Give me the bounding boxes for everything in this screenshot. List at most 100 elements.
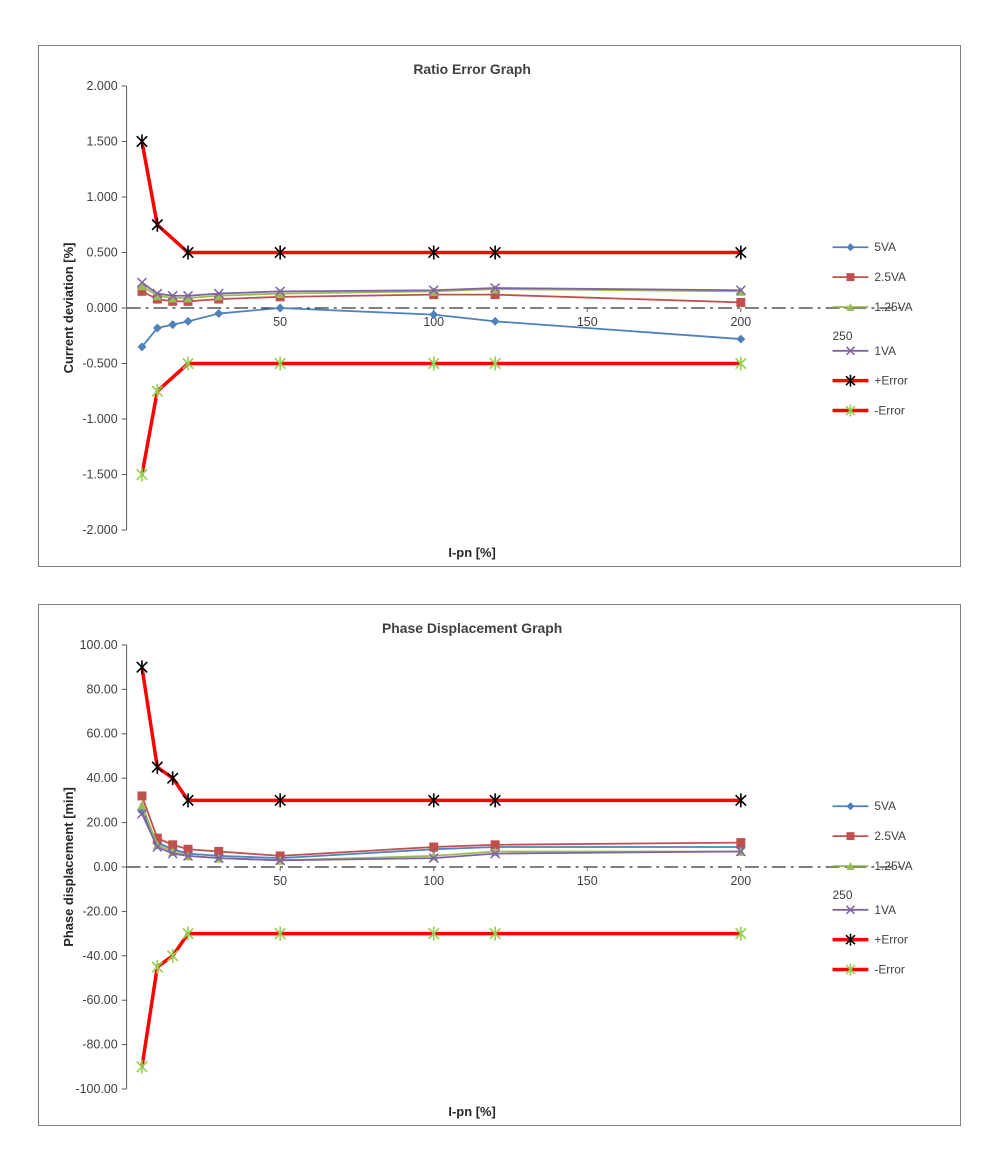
marker-+Error — [136, 660, 148, 675]
y-tick-label: -20.00 — [82, 904, 117, 918]
legend-marker-2.5VA — [846, 832, 855, 841]
marker-+Error — [427, 245, 440, 260]
marker--Error — [274, 356, 286, 371]
marker-2.5VA — [137, 286, 147, 296]
marker-1.25VA — [137, 281, 147, 291]
marker--Error — [151, 384, 164, 399]
marker-2.5VA — [137, 791, 147, 801]
legend-label: 5VA — [874, 799, 896, 813]
y-tick-label: 2.000 — [87, 79, 118, 93]
marker--Error — [182, 926, 194, 941]
marker-2.5VA — [736, 297, 746, 307]
y-tick-label: -80.00 — [82, 1038, 117, 1052]
marker-1VA — [428, 853, 439, 864]
legend-marker--Error — [845, 963, 856, 976]
legend-marker-1.25VA — [846, 862, 855, 870]
marker-+Error — [489, 245, 501, 260]
x-axis-title: I-pn [%] — [448, 545, 495, 560]
marker-1.25VA — [490, 284, 500, 294]
marker--Error — [427, 926, 440, 941]
marker-+Error — [735, 793, 747, 808]
ratio-error-chart: 2.000 1.500 1.000 0.500 0.000 -0.500 -1.000 -1.… — [38, 45, 961, 567]
x-tick-label: 100 — [423, 874, 444, 888]
y-tick-label: 80.00 — [87, 682, 118, 696]
y-tick-label: -100.00 — [75, 1082, 117, 1096]
legend-label: 5VA — [874, 240, 896, 254]
y-tick-label: 100.00 — [80, 638, 118, 652]
y-tick-label: 0.500 — [87, 245, 118, 259]
marker--Error — [489, 356, 501, 371]
marker-1VA — [275, 286, 286, 297]
x-axis-title: I-pn [%] — [448, 1104, 495, 1119]
y-tick-label: 0.00 — [93, 860, 117, 874]
marker-1VA — [735, 285, 746, 296]
marker-2.5VA — [214, 846, 224, 856]
marker-1.25VA — [183, 293, 193, 303]
chart-title: Phase Displacement Graph — [382, 620, 562, 636]
chart-title: Ratio Error Graph — [413, 61, 531, 77]
phase-displacement-chart-svg: 100.00 80.00 60.00 40.00 20.00 0.00 -20.00 -40.… — [61, 620, 913, 1119]
y-tick-label: -60.00 — [82, 993, 117, 1007]
legend-marker-1VA — [845, 905, 855, 915]
x-tick-label: 50 — [273, 315, 287, 329]
ratio-error-chart-svg: 2.000 1.500 1.000 0.500 0.000 -0.500 -1.000 -1.… — [61, 61, 913, 560]
marker-1.25VA — [168, 293, 178, 303]
marker-1.25VA — [429, 286, 439, 296]
marker-5VA — [214, 309, 224, 319]
marker-+Error — [735, 245, 747, 260]
legend-label: 1.25VA — [874, 859, 912, 873]
y-tick-label: -40.00 — [82, 949, 117, 963]
legend-marker-2.5VA — [846, 273, 855, 282]
marker-+Error — [182, 245, 194, 260]
x-tick-label: 100 — [423, 315, 444, 329]
marker-+Error — [182, 793, 194, 808]
y-tick-label: 40.00 — [87, 771, 118, 785]
marker-1VA — [136, 277, 147, 288]
marker-+Error — [151, 760, 164, 775]
series-line-1VA — [141, 813, 741, 862]
marker-1VA — [213, 288, 224, 299]
legend-marker-+Error — [845, 933, 856, 946]
marker--Error — [182, 356, 194, 371]
marker-2.5VA — [490, 840, 500, 850]
marker--Error — [735, 356, 747, 371]
series-line--Error — [140, 931, 741, 1068]
legend-label-extra: 250 — [833, 329, 853, 343]
y-tick-label: -1.500 — [82, 468, 117, 482]
legend-marker-+Error — [845, 374, 856, 387]
legend-label-extra: 250 — [833, 888, 853, 902]
marker-5VA — [429, 310, 439, 320]
marker-1VA — [275, 855, 286, 866]
marker--Error — [166, 948, 179, 963]
series-line-1.25VA — [141, 285, 741, 299]
marker-+Error — [136, 134, 148, 149]
legend-label: 2.5VA — [874, 270, 906, 284]
y-tick-label: 1.500 — [87, 134, 118, 148]
marker-1VA — [213, 853, 224, 864]
marker--Error — [136, 1059, 148, 1074]
x-tick-label: 150 — [577, 874, 598, 888]
marker-5VA — [168, 320, 178, 330]
legend-marker--Error — [845, 404, 856, 417]
marker-+Error — [274, 245, 286, 260]
marker-1VA — [735, 846, 746, 857]
marker-1.25VA — [736, 286, 746, 296]
x-tick-label: 50 — [273, 874, 287, 888]
marker-1VA — [490, 848, 501, 859]
marker--Error — [489, 926, 501, 941]
marker-+Error — [489, 793, 501, 808]
marker-1VA — [167, 290, 178, 301]
marker-5VA — [183, 316, 193, 326]
legend-label: -Error — [874, 404, 905, 418]
y-tick-label: -1.000 — [82, 412, 117, 426]
marker-1.25VA — [137, 800, 147, 810]
y-tick-label: -0.500 — [82, 356, 117, 370]
marker-5VA — [736, 334, 746, 344]
marker-2.5VA — [168, 840, 178, 850]
marker-+Error — [166, 771, 179, 786]
marker-1.25VA — [275, 289, 285, 299]
legend-marker-5VA — [846, 802, 855, 811]
legend-label: +Error — [874, 374, 908, 388]
page: 2.000 1.500 1.000 0.500 0.000 -0.500 -1.000 -1.… — [38, 45, 961, 1126]
marker--Error — [136, 467, 148, 482]
